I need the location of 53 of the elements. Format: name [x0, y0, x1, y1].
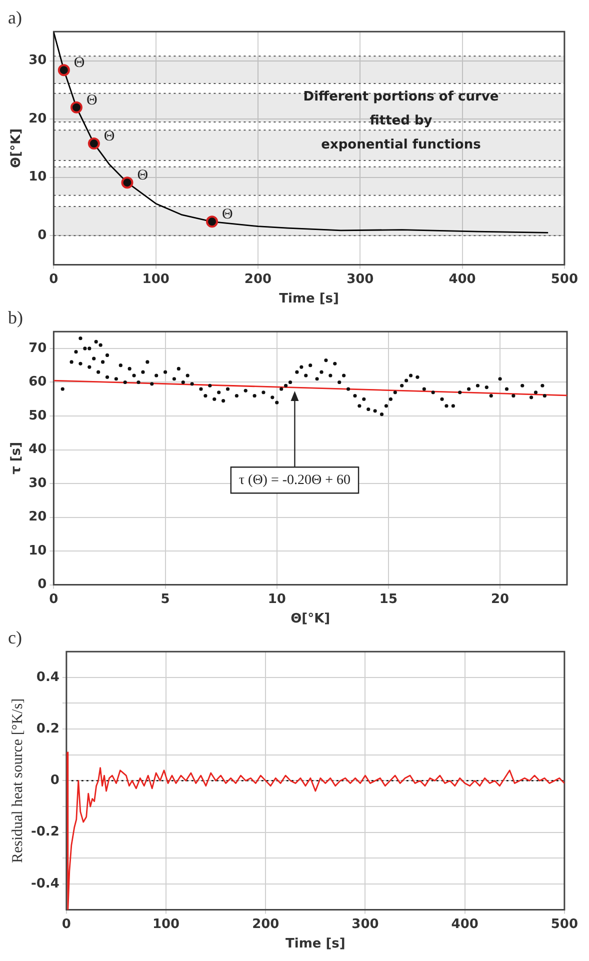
y-tick-label: -0.4: [30, 876, 60, 892]
y-tick-label: 20: [28, 510, 47, 525]
x-tick-label: 300: [346, 272, 374, 287]
y-tick-label: 60: [28, 374, 47, 390]
annotation: Θ: [74, 55, 85, 72]
point: [121, 176, 134, 189]
y-tick-label: 0.4: [36, 670, 60, 685]
annotation: τ (Θ) = -0.20Θ + 60: [238, 472, 351, 488]
point: [88, 138, 100, 150]
x-tick-label: 20: [491, 592, 510, 607]
x-axis-title: Θ[°K]: [290, 612, 330, 627]
point: [58, 64, 70, 76]
x-tick-label: 500: [550, 916, 578, 932]
x-tick-label: 10: [268, 592, 286, 607]
x-tick-label: 5: [160, 592, 170, 607]
x-tick-label: 200: [244, 272, 272, 287]
x-tick-label: 100: [152, 916, 180, 932]
annotation: Θ: [104, 128, 115, 144]
x-tick-label: 0: [62, 916, 71, 932]
chart-title: c): [8, 628, 22, 648]
y-tick-label: 0: [38, 577, 47, 592]
x-tick-label: 100: [142, 272, 170, 287]
x-tick-label: 500: [550, 272, 578, 287]
y-tick-label: 10: [28, 543, 47, 558]
y-tick-label: 70: [28, 340, 47, 356]
x-tick-label: 200: [252, 916, 280, 932]
y-tick-label: 50: [28, 408, 47, 424]
x-tick-label: 15: [379, 592, 398, 607]
y-tick-label: 30: [28, 53, 47, 68]
annotation: Different portions of curve fitted by exponential functions: [303, 89, 499, 152]
y-tick-label: 0.2: [36, 721, 60, 736]
y-tick-label: 20: [28, 111, 47, 126]
y-tick-label: -0.2: [30, 824, 60, 840]
point: [206, 216, 218, 228]
chart-title: a): [8, 8, 22, 28]
annotation: Θ: [222, 206, 234, 223]
x-tick-label: 400: [448, 272, 476, 287]
chart-title: b): [8, 308, 23, 328]
annotation: Θ: [86, 92, 98, 108]
annotation: Θ: [137, 168, 148, 184]
y-tick-label: 0: [50, 773, 60, 788]
x-axis-title: Time [s]: [286, 936, 346, 952]
y-tick-label: 0: [38, 228, 47, 244]
y-axis-title: Residual heat source [°K/s]: [10, 698, 26, 864]
y-tick-label: 30: [28, 476, 47, 491]
point: [70, 101, 82, 114]
x-tick-label: 300: [352, 916, 379, 932]
y-axis-title: τ [s]: [9, 442, 24, 474]
y-axis-title: Θ[°K]: [9, 128, 24, 168]
y-tick-label: 40: [28, 442, 47, 458]
x-axis-title: Time [s]: [279, 292, 339, 307]
x-tick-label: 400: [451, 916, 478, 932]
y-tick-label: 10: [28, 170, 47, 185]
